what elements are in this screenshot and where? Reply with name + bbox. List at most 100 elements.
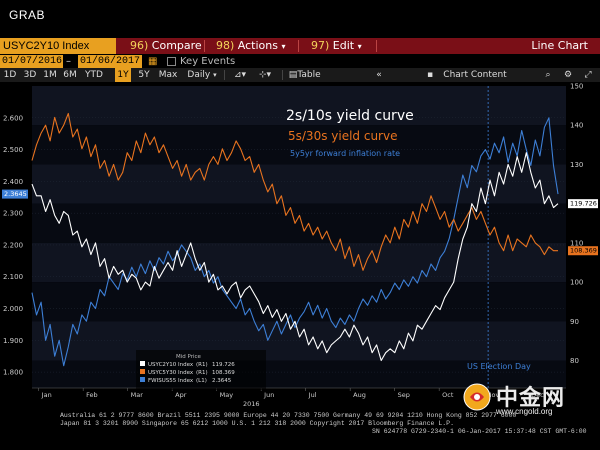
chart-toolbar: 1D 3D 1M 6M YTD 1Y 5Y Max Daily ▾ ⊿▾ ⊹▾ …	[0, 68, 600, 82]
x-axis-month-label: Oct	[442, 391, 454, 399]
period-1d-button[interactable]: 1D	[3, 70, 17, 80]
right-axis-tick-label: 150	[570, 83, 583, 91]
expand-icon[interactable]: ⤢	[584, 70, 592, 80]
legend-entry-blue: FWISUS55 Index (L1) 2.3645	[140, 377, 232, 384]
frequency-label: Daily	[187, 70, 211, 80]
series-line-5y5y	[31, 117, 559, 367]
chart-content-button[interactable]: Chart Content	[443, 70, 507, 80]
legend-axis: (R1)	[196, 370, 208, 376]
footer-line-2: Japan 81 3 3201 8900 Singapore 65 6212 1…	[60, 420, 454, 427]
right-axis-tick-label: 110	[570, 239, 583, 247]
right-axis-tick-label: 80	[570, 357, 579, 365]
plot-band	[32, 282, 566, 322]
left-axis-tick-label: 2.400	[3, 178, 23, 186]
period-6m-button[interactable]: 6M	[63, 70, 77, 80]
right-axis-tick-label: 130	[570, 161, 583, 169]
x-axis-month-label: Jan	[41, 391, 52, 399]
right-axis-tick-label: 140	[570, 122, 583, 130]
left-axis-tick-label: 1.800	[3, 369, 23, 377]
x-axis-month-label: Apr	[175, 391, 187, 399]
compare-menu[interactable]: 96) Compare	[130, 38, 202, 54]
period-1m-button[interactable]: 1M	[43, 70, 57, 80]
left-axis-tick-label: 1.900	[3, 337, 23, 345]
plot-band	[32, 86, 566, 126]
settings-icon[interactable]: ⚙	[563, 70, 573, 80]
plot-band	[32, 242, 566, 283]
table-icon[interactable]: ▤	[288, 70, 298, 80]
chart-area[interactable]: 2.600 2.500 2.400 2.300 2.200 2.100 2.000 1.900…	[0, 82, 600, 410]
period-max-button[interactable]: Max	[158, 70, 178, 80]
last-value-tag-background	[568, 246, 598, 256]
annotation-5s30s: 5s/30s yield curve	[288, 129, 397, 143]
x-axis-month-label: Mar	[131, 391, 144, 399]
period-3d-button[interactable]: 3D	[23, 70, 37, 80]
last-value-tag-text: 108.369	[570, 247, 597, 255]
end-date-field[interactable]: 01/06/2017	[78, 55, 142, 68]
crosshair-icon[interactable]: ⊹▾	[258, 70, 272, 80]
last-value-tag-blue: 2.3645	[2, 189, 28, 199]
legend-swatch	[140, 369, 145, 374]
watermark-url: www.cngold.org	[496, 407, 553, 416]
x-axis-month-label: Feb	[86, 391, 98, 399]
last-value-tag-white: 119.726	[568, 199, 598, 209]
date-range-dash: –	[66, 56, 71, 67]
chevron-down-icon: ▾	[281, 42, 286, 51]
security-ticker-field[interactable]: USYC2Y10 Index	[0, 38, 116, 54]
chart-type-label[interactable]: Line Chart	[531, 39, 588, 52]
x-axis-year-label: 2016	[243, 400, 260, 408]
window-title: GRAB	[9, 8, 46, 22]
actions-menu[interactable]: 98) Actions ▾	[216, 38, 286, 54]
line-style-icon[interactable]: ⊿▾	[233, 70, 247, 80]
left-axis-tick-label: 2.000	[3, 305, 23, 313]
legend-swatch	[140, 361, 145, 366]
cngold-logo-icon	[463, 383, 491, 411]
edit-menu[interactable]: 97) Edit ▾	[311, 38, 362, 54]
last-value-tag-background	[568, 199, 598, 209]
collapse-left-icon[interactable]: «	[376, 70, 382, 80]
legend-background	[136, 350, 266, 390]
last-value-tag-orange: 108.369	[568, 246, 598, 256]
chevron-down-icon: ▾	[357, 42, 362, 51]
edit-menu-number: 97)	[311, 39, 330, 52]
legend-name: USYC5Y30 Index	[148, 370, 194, 376]
calendar-icon[interactable]: ▦	[148, 56, 158, 67]
right-axis-tick-label: 90	[570, 318, 579, 326]
period-5y-button[interactable]: 5Y	[138, 70, 150, 80]
key-events-checkbox[interactable]	[167, 57, 176, 66]
cngold-watermark: 中金网 www.cngold.org	[462, 380, 592, 420]
x-axis-month-label: Jul	[308, 391, 317, 399]
zoom-icon[interactable]: ⌕	[545, 70, 551, 80]
legend-entry-white: USYC2Y10 Index (R1) 119.726	[140, 361, 235, 368]
plot-band	[32, 125, 566, 165]
x-axis-month-label: Jun	[263, 391, 274, 399]
period-1y-button[interactable]: 1Y	[115, 68, 131, 82]
legend-swatch	[140, 377, 145, 382]
chevron-down-icon: ▾	[213, 71, 217, 79]
date-range-bar: 01/07/2016 – 01/06/2017 ▦ Key Events	[0, 55, 600, 68]
actions-menu-label: Actions	[237, 39, 278, 52]
plot-band	[32, 321, 566, 361]
last-value-tag-text: 2.3645	[4, 190, 27, 198]
start-date-field[interactable]: 01/07/2016	[0, 55, 63, 68]
annotation-5y5y: 5y5yr forward inflation rate	[290, 149, 400, 158]
x-axis-month-label: Nov	[487, 391, 500, 399]
chart-content-icon[interactable]: ▪	[426, 70, 434, 80]
menu-divider	[204, 40, 205, 52]
x-axis-month-label: Aug	[353, 391, 366, 399]
compare-menu-label: Compare	[151, 39, 202, 52]
table-button[interactable]: Table	[297, 70, 321, 80]
menu-divider	[376, 40, 377, 52]
legend-entry-orange: USYC5Y30 Index (R1) 108.369	[140, 369, 235, 376]
x-axis: Jan Feb Mar Apr May Jun Jul Aug Sep Oct Nov Dec 2016	[32, 387, 566, 408]
period-ytd-button[interactable]: YTD	[85, 70, 103, 80]
annotation-2s10s: 2s/10s yield curve	[286, 108, 414, 124]
watermark-brand: 中金网	[496, 386, 566, 411]
left-axis-tick-label: 2.200	[3, 241, 23, 249]
legend-axis: (L1)	[196, 378, 207, 384]
footer-line-3: SN 624778 G729-2340-1 06-Jan-2017 15:37:…	[372, 428, 587, 435]
legend-axis: (R1)	[196, 362, 208, 368]
left-axis-tick-label: 2.600	[3, 114, 23, 122]
edit-menu-label: Edit	[332, 39, 355, 52]
frequency-dropdown[interactable]: Daily ▾	[184, 68, 220, 82]
series-lines	[31, 112, 559, 367]
